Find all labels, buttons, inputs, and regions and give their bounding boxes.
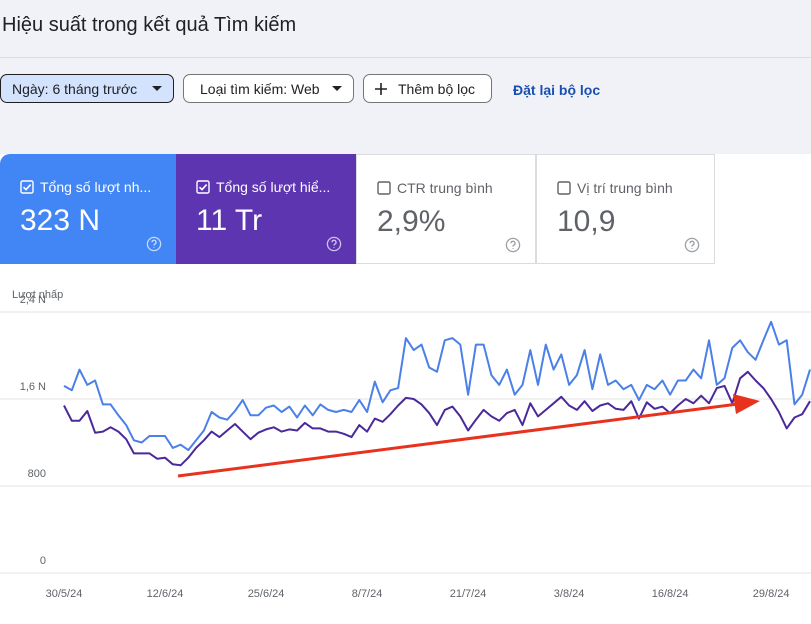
help-icon — [146, 236, 162, 252]
y-tick-label: 2,4 N — [20, 294, 46, 306]
page-title: Hiệu suất trong kết quả Tìm kiếm — [2, 14, 297, 36]
metric-card: Vị trí trung bình 10,9 — [536, 154, 715, 264]
x-tick-label: 16/8/24 — [652, 588, 689, 600]
date-filter-label: Ngày: 6 tháng trước — [12, 80, 138, 97]
checkbox-frame — [20, 180, 34, 194]
checkmark — [198, 184, 208, 191]
y-tick-label: 0 — [40, 555, 46, 567]
help-circle — [505, 237, 521, 253]
x-tick-label: 29/8/24 — [753, 588, 790, 600]
help-glyph — [151, 239, 157, 248]
x-tick-label: 3/8/24 — [554, 588, 585, 600]
card-value: 10,9 — [557, 205, 616, 238]
card-label: Tổng số lượt hiể... — [216, 179, 331, 195]
checkmark — [22, 184, 32, 191]
card-value: 11 Tr — [196, 204, 263, 237]
checkbox — [20, 180, 34, 194]
separator — [0, 57, 811, 58]
date-filter[interactable]: Ngày: 6 tháng trước — [0, 74, 174, 103]
card-value: 323 N — [20, 204, 101, 237]
add-filter[interactable]: Thêm bộ lọc — [363, 74, 492, 103]
help-circle — [684, 237, 700, 253]
checkbox — [196, 180, 210, 194]
chart: Lượt nhấp 0 800 1,6 N 2,4 N 30/5/24 12/6/24 25… — [0, 289, 811, 600]
y-axis-label: Lượt nhấp — [12, 289, 63, 301]
metric-card: Tổng số lượt hiể... 11 Tr — [176, 154, 356, 264]
plus-icon — [375, 83, 387, 95]
checkbox — [557, 181, 571, 195]
search-type-label: Loại tìm kiếm: Web — [200, 80, 320, 97]
y-tick-label: 800 — [28, 468, 46, 480]
add-filter-label: Thêm bộ lọc — [398, 80, 476, 97]
help-icon — [326, 236, 342, 252]
checkbox-frame — [557, 181, 571, 195]
card-label: CTR trung bình — [397, 180, 493, 196]
help-icon — [505, 237, 521, 253]
help-circle — [326, 236, 342, 252]
help-glyph — [689, 240, 695, 249]
help-glyph — [331, 239, 337, 248]
checkbox-frame — [196, 180, 210, 194]
card-label: Tổng số lượt nh... — [40, 179, 152, 195]
x-tick-label: 21/7/24 — [450, 588, 487, 600]
series-line — [63, 370, 811, 467]
metric-card: CTR trung bình 2,9% — [356, 154, 536, 264]
help-icon — [684, 237, 700, 253]
x-tick-label: 25/6/24 — [248, 588, 285, 600]
help-circle — [146, 236, 162, 252]
series-line — [63, 320, 811, 452]
x-tick-label: 8/7/24 — [352, 588, 383, 600]
x-tick-label: 12/6/24 — [147, 588, 184, 600]
card-value: 2,9% — [377, 205, 446, 238]
annotation-arrow — [177, 394, 760, 478]
dropdown-arrow — [332, 86, 342, 91]
y-tick-label: 1,6 N — [20, 381, 46, 393]
metric-card: Tổng số lượt nh... 323 N — [0, 154, 176, 264]
reset-link[interactable]: Đặt lại bộ lọc — [513, 82, 601, 98]
dropdown-arrow — [152, 86, 162, 91]
card-label: Vị trí trung bình — [577, 180, 673, 196]
header: Hiệu suất trong kết quả Tìm kiếm Ngày: 6… — [0, 0, 811, 154]
search-type-filter[interactable]: Loại tìm kiếm: Web — [183, 74, 354, 103]
help-glyph — [510, 240, 516, 249]
x-tick-label: 30/5/24 — [46, 588, 83, 600]
checkbox-frame — [377, 181, 391, 195]
checkbox — [377, 181, 391, 195]
